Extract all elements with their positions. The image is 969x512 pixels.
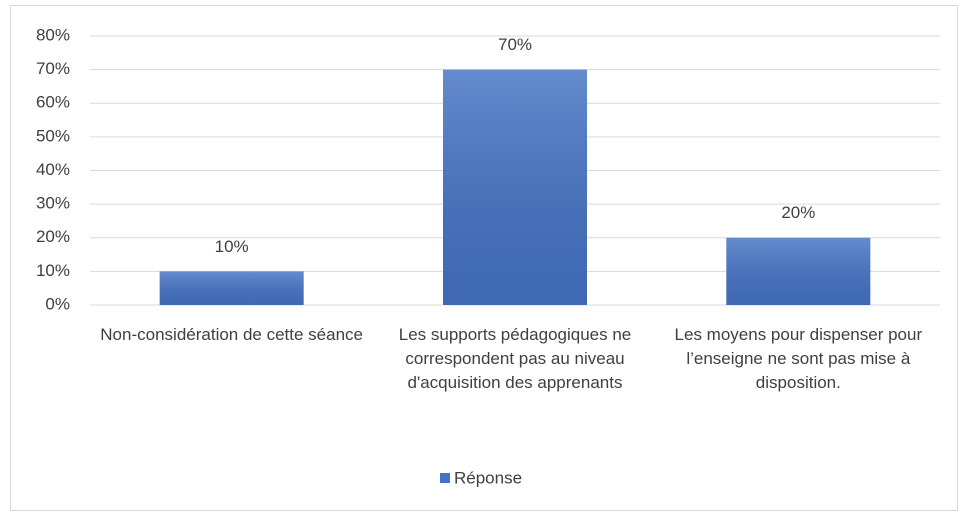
x-tick-label: Les moyens pour dispenser pour l’enseign… (674, 325, 923, 392)
y-tick-label: 10% (36, 261, 70, 280)
data-label: 70% (498, 35, 532, 54)
y-tick-label: 30% (36, 194, 70, 213)
x-tick-label: Les supports pédagogiques ne corresponde… (398, 325, 632, 392)
y-tick-label: 80% (36, 25, 70, 44)
bar-shade (443, 69, 587, 305)
bar-shade (159, 271, 304, 305)
y-tick-label: 20% (36, 227, 70, 246)
x-tick-label: Non-considération de cette séance (100, 325, 364, 344)
y-tick-label: 50% (36, 126, 70, 145)
y-tick-label: 70% (36, 59, 70, 78)
data-label: 20% (781, 203, 815, 222)
y-tick-label: 40% (36, 160, 70, 179)
legend-swatch (440, 473, 450, 483)
data-label: 10% (215, 237, 249, 256)
bar-shade (726, 237, 871, 305)
y-tick-label: 0% (45, 294, 70, 313)
legend-label: Réponse (454, 468, 522, 487)
y-tick-label: 60% (36, 93, 70, 112)
